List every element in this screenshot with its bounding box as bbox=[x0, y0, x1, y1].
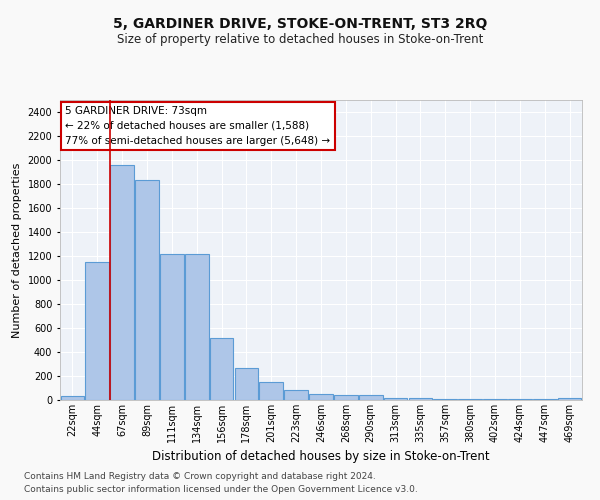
Bar bbox=[135, 180, 159, 400]
Text: Contains public sector information licensed under the Open Government Licence v3: Contains public sector information licen… bbox=[24, 485, 418, 494]
Text: 5, GARDINER DRIVE, STOKE-ON-TRENT, ST3 2RQ: 5, GARDINER DRIVE, STOKE-ON-TRENT, ST3 2… bbox=[113, 18, 487, 32]
Bar bbox=[558, 398, 581, 400]
Bar bbox=[210, 338, 233, 400]
Y-axis label: Number of detached properties: Number of detached properties bbox=[12, 162, 22, 338]
Bar bbox=[61, 396, 84, 400]
Bar bbox=[259, 382, 283, 400]
Bar bbox=[334, 394, 358, 400]
Text: Size of property relative to detached houses in Stoke-on-Trent: Size of property relative to detached ho… bbox=[117, 32, 483, 46]
Bar bbox=[110, 165, 134, 400]
Bar bbox=[409, 398, 432, 400]
Bar bbox=[359, 395, 383, 400]
Bar bbox=[384, 398, 407, 400]
Bar bbox=[85, 262, 109, 400]
Text: Contains HM Land Registry data © Crown copyright and database right 2024.: Contains HM Land Registry data © Crown c… bbox=[24, 472, 376, 481]
Bar bbox=[433, 399, 457, 400]
Bar bbox=[185, 254, 209, 400]
Bar bbox=[235, 368, 258, 400]
Bar bbox=[160, 254, 184, 400]
Bar bbox=[284, 390, 308, 400]
Text: 5 GARDINER DRIVE: 73sqm
← 22% of detached houses are smaller (1,588)
77% of semi: 5 GARDINER DRIVE: 73sqm ← 22% of detache… bbox=[65, 106, 331, 146]
Bar bbox=[309, 394, 333, 400]
X-axis label: Distribution of detached houses by size in Stoke-on-Trent: Distribution of detached houses by size … bbox=[152, 450, 490, 464]
